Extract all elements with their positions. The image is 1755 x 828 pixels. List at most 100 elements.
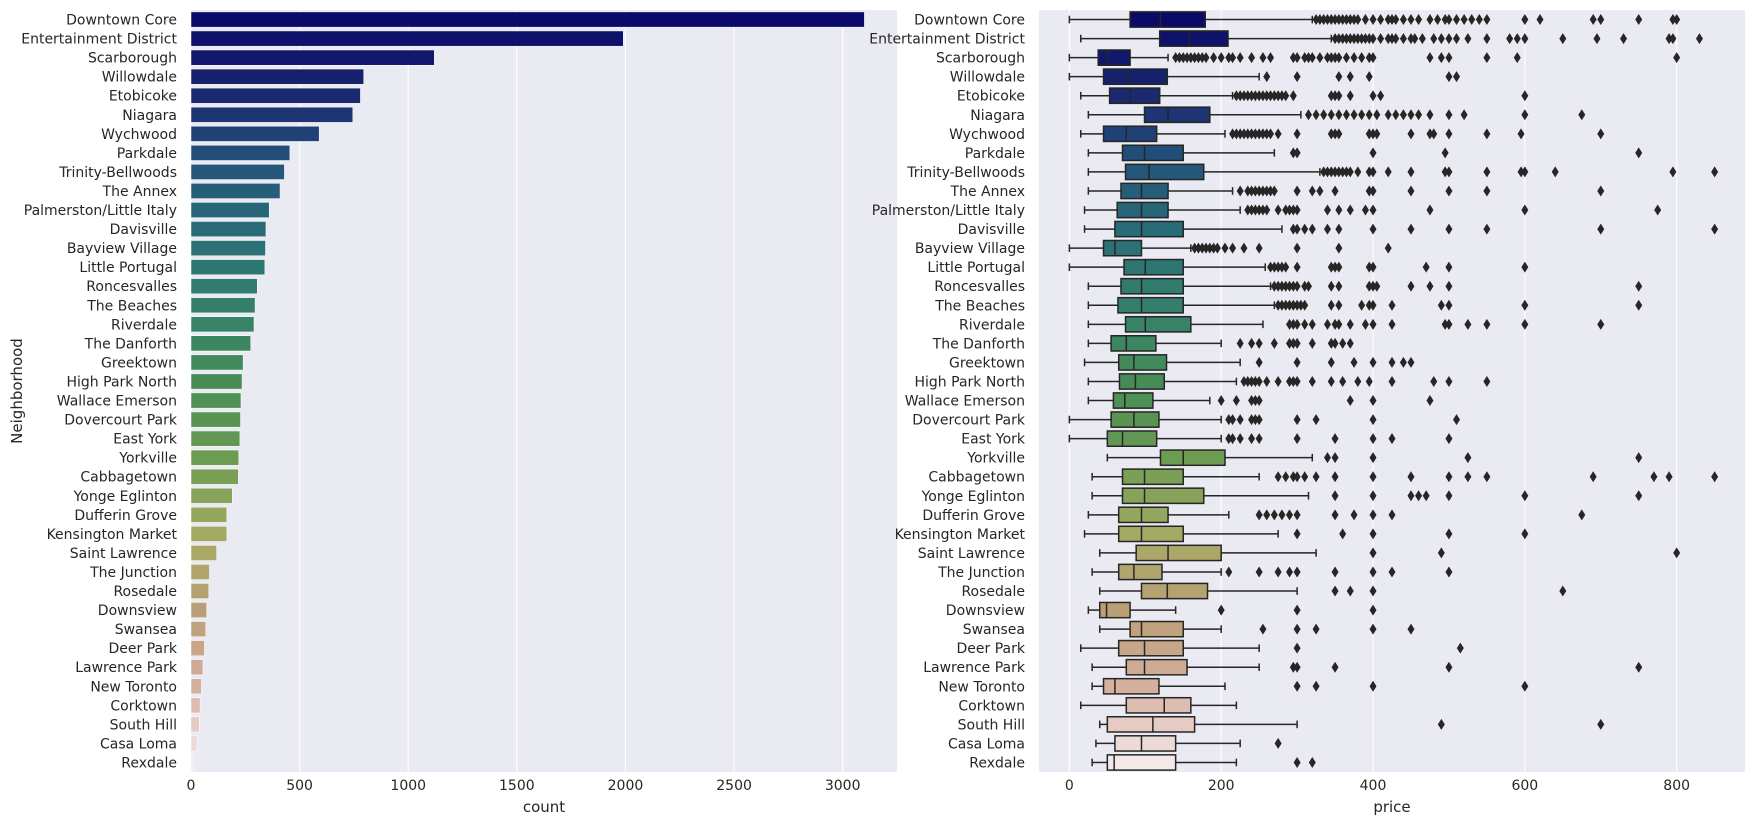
outlier-point: [1445, 433, 1453, 445]
outlier-point: [1213, 242, 1221, 254]
price-box: [1080, 30, 1703, 47]
outlier-point: [1293, 756, 1301, 768]
outlier-point: [1248, 375, 1256, 387]
neighborhood-label: Kensington Market: [895, 527, 1026, 543]
outlier-point: [1358, 299, 1366, 311]
outlier-point: [1369, 414, 1377, 426]
outlier-point: [1286, 318, 1294, 330]
price-tick-label: 800: [1663, 778, 1690, 794]
neighborhood-label: Wallace Emerson: [57, 394, 177, 410]
outlier-point: [1342, 14, 1350, 26]
outlier-point: [1327, 166, 1335, 178]
outlier-point: [1354, 375, 1362, 387]
outlier-point: [1327, 375, 1335, 387]
count-tick-labels: 0 500 1000 1500 2000 2500 3000: [187, 778, 861, 794]
outlier-point: [1365, 375, 1373, 387]
neighborhood-label: Yorkville: [966, 451, 1025, 467]
outlier-point: [1210, 242, 1218, 254]
count-bar-chart: Downtown Core Entertainment District Scarb…: [8, 10, 897, 816]
outlier-point: [1308, 185, 1316, 197]
count-tick-label: 0: [187, 778, 196, 794]
outlier-point: [1255, 128, 1263, 140]
outlier-point: [1441, 318, 1449, 330]
count-bar: [190, 392, 242, 409]
outlier-point: [1437, 52, 1445, 64]
outlier-point: [1441, 14, 1449, 26]
count-bar: [190, 297, 256, 314]
outlier-point: [1335, 109, 1343, 121]
outlier-point: [1418, 33, 1426, 45]
count-bar: [190, 583, 210, 599]
price-box: [1087, 315, 1605, 333]
outlier-point: [1445, 128, 1453, 140]
outlier-point: [1711, 166, 1719, 178]
outlier-point: [1202, 242, 1210, 254]
outlier-point: [1289, 375, 1297, 387]
outlier-point: [1369, 90, 1377, 102]
neighborhood-tick-labels-left: Downtown Core Entertainment District Scarb…: [21, 13, 178, 772]
outlier-point: [1331, 471, 1339, 483]
outlier-point: [1293, 261, 1301, 273]
outlier-point: [1225, 566, 1233, 578]
outlier-point: [1399, 14, 1407, 26]
outlier-point: [1335, 52, 1343, 64]
neighborhood-label: Wallace Emerson: [905, 394, 1025, 410]
outlier-point: [1286, 280, 1294, 292]
outlier-point: [1373, 109, 1381, 121]
outlier-point: [1373, 280, 1381, 292]
price-plot-area: [1039, 10, 1745, 772]
outlier-point: [1335, 204, 1343, 216]
price-box: [1091, 468, 1719, 486]
neighborhood-label: South Hill: [110, 717, 177, 733]
price-box: [1087, 144, 1643, 162]
outlier-point: [1669, 166, 1677, 178]
iqr-box: [1106, 430, 1158, 447]
iqr-box: [1124, 163, 1205, 181]
neighborhood-label: Dufferin Grove: [922, 508, 1025, 524]
iqr-box: [1116, 201, 1169, 219]
iqr-box: [1124, 315, 1192, 333]
iqr-box: [1108, 87, 1161, 105]
outlier-point: [1259, 623, 1267, 635]
outlier-point: [1259, 204, 1267, 216]
count-bar: [190, 145, 291, 161]
outlier-point: [1248, 52, 1256, 64]
neighborhood-label: Corktown: [110, 698, 177, 714]
price-box: [1087, 277, 1643, 295]
outlier-point: [1293, 242, 1301, 254]
outlier-point: [1293, 623, 1301, 635]
outlier-point: [1312, 680, 1320, 692]
price-box-plot: Downtown Core Entertainment District Scarb…: [869, 10, 1745, 816]
count-bar: [190, 164, 285, 180]
outlier-point: [1327, 90, 1335, 102]
outlier-point: [1331, 166, 1339, 178]
outlier-point: [1445, 299, 1453, 311]
price-box: [1068, 49, 1681, 66]
count-bar: [190, 240, 266, 256]
outlier-point: [1293, 471, 1301, 483]
neighborhood-label: East York: [113, 432, 178, 448]
outlier-point: [1384, 14, 1392, 26]
outlier-point: [1365, 71, 1373, 83]
outlier-point: [1293, 337, 1301, 349]
outlier-point: [1369, 33, 1377, 45]
outlier-point: [1255, 337, 1263, 349]
count-plot-area: [191, 10, 897, 772]
outlier-point: [1464, 33, 1472, 45]
outlier-point: [1248, 128, 1256, 140]
outlier-point: [1225, 52, 1233, 64]
outlier-point: [1255, 509, 1263, 521]
neighborhood-label: South Hill: [958, 717, 1025, 733]
outlier-point: [1620, 33, 1628, 45]
outlier-point: [1365, 185, 1373, 197]
outlier-point: [1388, 14, 1396, 26]
outlier-point: [1206, 242, 1214, 254]
outlier-point: [1327, 14, 1335, 26]
outlier-point: [1331, 185, 1339, 197]
count-bar: [190, 735, 198, 752]
outlier-point: [1293, 128, 1301, 140]
outlier-point: [1248, 414, 1256, 426]
outlier-point: [1278, 90, 1286, 102]
iqr-box: [1117, 506, 1169, 524]
